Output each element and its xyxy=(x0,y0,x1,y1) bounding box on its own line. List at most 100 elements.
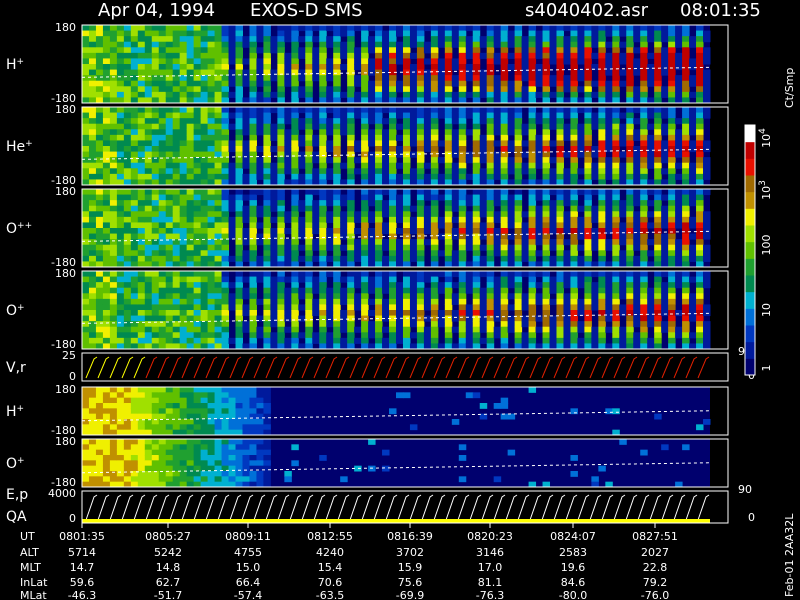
spectrogram-cell xyxy=(375,321,383,328)
spectrogram-cell xyxy=(172,80,181,87)
spectrogram-cell xyxy=(465,216,474,223)
spectrogram-cell xyxy=(375,293,383,300)
spectrogram-cell xyxy=(82,387,90,393)
spectrogram-cell xyxy=(354,271,362,278)
spectrogram-cell xyxy=(696,173,704,180)
spectrogram-cell xyxy=(235,439,243,445)
spectrogram-cell xyxy=(186,157,195,164)
spectrogram-cell xyxy=(235,91,243,98)
spectrogram-cell xyxy=(640,287,648,294)
spectrogram-cell xyxy=(347,75,355,82)
spectrogram-cell xyxy=(444,310,453,317)
spectrogram-cell xyxy=(396,304,404,311)
spectrogram-cell xyxy=(158,146,167,153)
spectrogram-cell xyxy=(144,315,153,322)
spectrogram-cell xyxy=(514,250,523,257)
spectrogram-cell xyxy=(95,337,104,344)
spectrogram-cell xyxy=(221,194,230,201)
spectrogram-cell xyxy=(165,97,174,104)
spectrogram-cell xyxy=(647,80,655,87)
spectrogram-cell xyxy=(465,282,474,289)
spectrogram-cell xyxy=(333,326,341,333)
spectrogram-cell xyxy=(521,239,530,246)
spectrogram-cell xyxy=(396,52,404,59)
spectrogram-cell xyxy=(619,287,627,294)
spectrogram-cell xyxy=(291,321,299,328)
spectrogram-cell xyxy=(647,250,655,257)
spectrogram-cell xyxy=(570,233,578,240)
spectrogram-cell xyxy=(82,282,90,289)
spectrogram-cell xyxy=(333,321,341,328)
spectrogram-cell xyxy=(444,47,453,54)
spectrogram-cell xyxy=(179,123,188,130)
panel: 250 xyxy=(62,349,729,383)
spectrogram-cell xyxy=(584,244,592,251)
spectrogram-cell xyxy=(312,298,320,305)
spectrogram-cell xyxy=(556,211,564,218)
spectrogram-cell xyxy=(347,271,355,278)
spectrogram-cell xyxy=(88,64,97,71)
spectrogram-cell xyxy=(144,481,153,488)
spectrogram-cell xyxy=(200,162,209,169)
spectrogram-cell xyxy=(284,140,292,147)
spectrogram-cell xyxy=(535,80,544,87)
spectrogram-cell xyxy=(612,408,620,415)
spectrogram-cell xyxy=(598,233,606,240)
spectrogram-cell xyxy=(668,41,676,48)
spectrogram-cell xyxy=(179,222,188,229)
spectrogram-cell xyxy=(228,47,237,54)
spectrogram-cell xyxy=(82,86,90,93)
spectrogram-cell xyxy=(116,86,125,93)
spectrogram-cell xyxy=(284,343,292,350)
spectrogram-cell xyxy=(451,255,460,262)
spectrogram-cell xyxy=(500,282,509,289)
spectrogram-cell xyxy=(682,173,690,180)
spectrogram-cell xyxy=(423,112,432,119)
spectrogram-cell xyxy=(451,315,460,322)
spectrogram-cell xyxy=(514,205,523,212)
spectrogram-cell xyxy=(123,25,132,32)
spectrogram-cell xyxy=(500,200,509,207)
spectrogram-cell xyxy=(416,194,425,201)
spectrogram-cell xyxy=(200,151,209,158)
spectrogram-cell xyxy=(598,162,606,169)
spectrogram-cell xyxy=(612,321,620,328)
spectrogram-cell xyxy=(444,228,453,235)
spectrogram-cell xyxy=(333,140,341,147)
spectrogram-cell xyxy=(430,298,439,305)
spectrogram-cell xyxy=(249,52,257,59)
spectrogram-cell xyxy=(528,112,537,119)
spectrogram-cell xyxy=(654,69,662,76)
spectrogram-cell xyxy=(382,343,390,350)
spectrogram-cell xyxy=(158,255,167,262)
spectrogram-cell xyxy=(507,261,516,268)
y-max-label: 180 xyxy=(55,103,76,116)
spectrogram-cell xyxy=(193,255,202,262)
spectrogram-cell xyxy=(95,419,104,425)
spectrogram-cell xyxy=(389,112,397,119)
spectrogram-cell xyxy=(200,337,209,344)
spectrogram-cell xyxy=(249,392,257,399)
spectrogram-cell xyxy=(563,343,571,350)
spectrogram-cell xyxy=(158,397,167,404)
spectrogram-cell xyxy=(158,162,167,169)
spectrogram-cell xyxy=(375,287,383,294)
spectrogram-cell xyxy=(326,69,334,76)
spectrogram-cell xyxy=(102,107,111,114)
spectrogram-cell xyxy=(109,41,118,48)
spectrogram-cell xyxy=(472,162,481,169)
spectrogram-cell xyxy=(416,228,425,235)
spectrogram-cell xyxy=(186,271,195,278)
spectrogram-cell xyxy=(116,162,125,169)
spectrogram-cell xyxy=(82,91,90,98)
spectrogram-cell xyxy=(193,326,202,333)
spectrogram-cell xyxy=(430,321,439,328)
spectrogram-cell xyxy=(242,403,250,409)
spectrogram-cell xyxy=(375,255,383,262)
spectrogram-cell xyxy=(549,36,557,43)
spectrogram-cell xyxy=(486,304,495,311)
spectrogram-cell xyxy=(584,337,592,344)
spectrogram-cell xyxy=(689,80,697,87)
spectrogram-cell xyxy=(109,69,118,76)
